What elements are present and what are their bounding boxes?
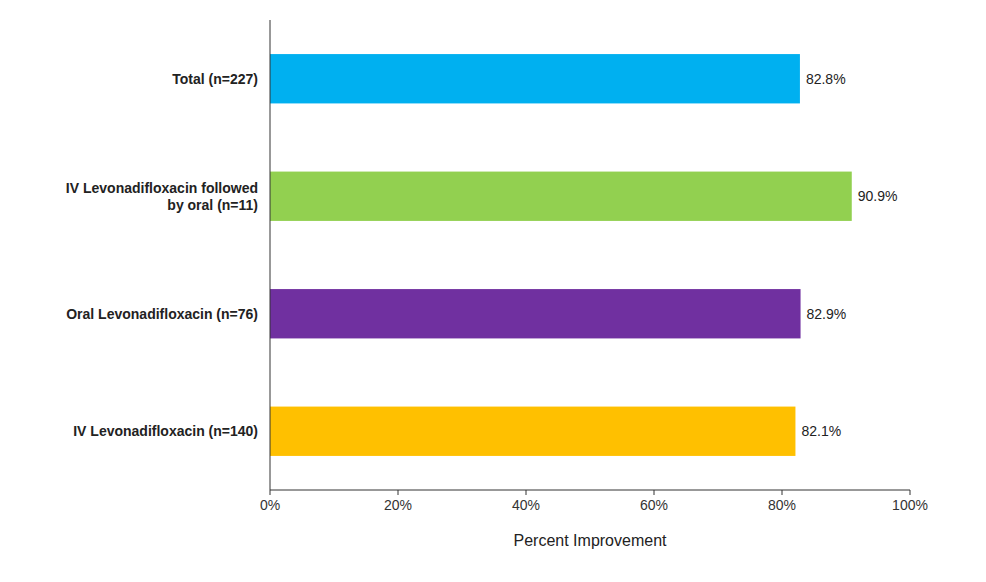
labels: 82.1% IV Levonadifloxacin (n=140) 82.9% Ora… xyxy=(66,71,898,440)
x-tick xyxy=(782,490,783,495)
x-tick-label: 80% xyxy=(768,497,796,513)
x-tick xyxy=(398,490,399,495)
x-ticks: 0% 20% 40% 60% 80% 100% xyxy=(260,490,928,513)
x-axis-label: Percent Improvement xyxy=(514,532,668,549)
x-tick-label: 0% xyxy=(260,497,280,513)
category-label-line: Oral Levonadifloxacin (n=76) xyxy=(66,306,258,322)
category-label-line: IV Levonadifloxacin (n=140) xyxy=(73,423,258,439)
category-label: Oral Levonadifloxacin (n=76) xyxy=(66,306,258,322)
x-tick-label: 20% xyxy=(384,497,412,513)
data-label: 90.9% xyxy=(858,188,898,204)
category-label-line: IV Levonadifloxacin followed xyxy=(66,180,258,196)
bars xyxy=(270,54,852,456)
x-tick xyxy=(526,490,527,495)
zero-line xyxy=(270,20,271,490)
bar xyxy=(270,407,795,456)
chart-svg: 82.1% IV Levonadifloxacin (n=140) 82.9% Ora… xyxy=(0,0,986,582)
data-label: 82.9% xyxy=(807,306,847,322)
category-label-line: Total (n=227) xyxy=(172,71,258,87)
x-tick xyxy=(910,490,911,495)
page: {"chart_data": {"type": "bar", "orientat… xyxy=(0,0,986,582)
bar xyxy=(270,289,801,338)
x-axis-line xyxy=(270,490,910,491)
x-tick xyxy=(270,490,271,495)
x-tick-label: 40% xyxy=(512,497,540,513)
bar xyxy=(270,172,852,221)
category-label: Total (n=227) xyxy=(172,71,258,87)
chart-container: 82.1% IV Levonadifloxacin (n=140) 82.9% Ora… xyxy=(0,0,986,582)
x-tick-label: 60% xyxy=(640,497,668,513)
bar xyxy=(270,54,800,103)
category-label: IV Levonadifloxacin (n=140) xyxy=(73,423,258,439)
x-tick-label: 100% xyxy=(892,497,928,513)
data-label: 82.8% xyxy=(806,71,846,87)
category-label-line: by oral (n=11) xyxy=(167,197,258,213)
data-label: 82.1% xyxy=(801,423,841,439)
category-label: IV Levonadifloxacin followedby oral (n=1… xyxy=(66,180,258,213)
x-tick xyxy=(654,490,655,495)
